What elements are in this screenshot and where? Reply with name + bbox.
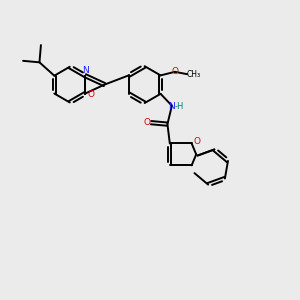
Text: O: O (171, 67, 178, 76)
Text: CH₃: CH₃ (187, 70, 201, 79)
Text: O: O (143, 118, 150, 127)
Text: -H: -H (175, 102, 184, 111)
Text: O: O (87, 90, 94, 99)
Text: N: N (82, 66, 89, 75)
Text: O: O (194, 137, 200, 146)
Text: N: N (168, 102, 175, 111)
